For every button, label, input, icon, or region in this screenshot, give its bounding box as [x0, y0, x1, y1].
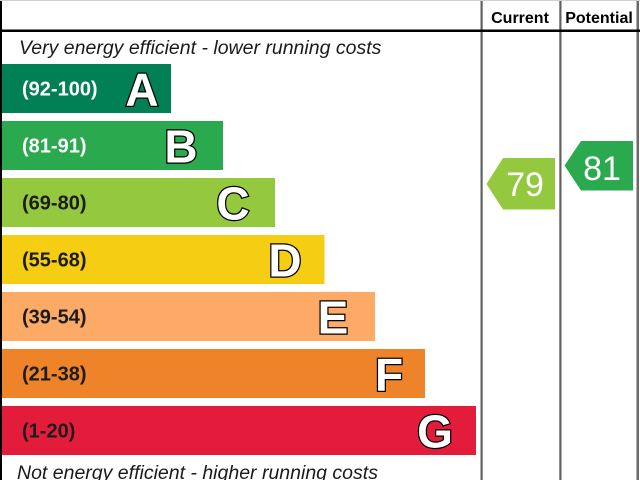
svg-text:(1-20): (1-20) [22, 421, 75, 443]
svg-text:81: 81 [583, 150, 621, 188]
svg-text:79: 79 [506, 166, 544, 204]
svg-text:(92-100): (92-100) [22, 79, 98, 101]
svg-text:C: C [216, 178, 249, 230]
svg-text:(39-54): (39-54) [22, 307, 86, 329]
svg-text:B: B [164, 121, 197, 173]
svg-text:Current: Current [491, 10, 549, 27]
svg-text:D: D [268, 235, 301, 287]
svg-text:E: E [318, 292, 349, 344]
svg-text:F: F [375, 349, 403, 401]
svg-text:(69-80): (69-80) [22, 193, 86, 215]
svg-text:Potential: Potential [565, 10, 633, 27]
svg-text:G: G [417, 406, 453, 458]
svg-text:(81-91): (81-91) [22, 136, 86, 158]
svg-text:Not energy efficient - higher: Not energy efficient - higher running co… [17, 462, 378, 480]
svg-text:A: A [125, 64, 158, 116]
svg-text:(55-68): (55-68) [22, 250, 86, 272]
svg-text:Very energy efficient - lower: Very energy efficient - lower running co… [19, 37, 382, 59]
svg-text:(21-38): (21-38) [22, 364, 86, 386]
